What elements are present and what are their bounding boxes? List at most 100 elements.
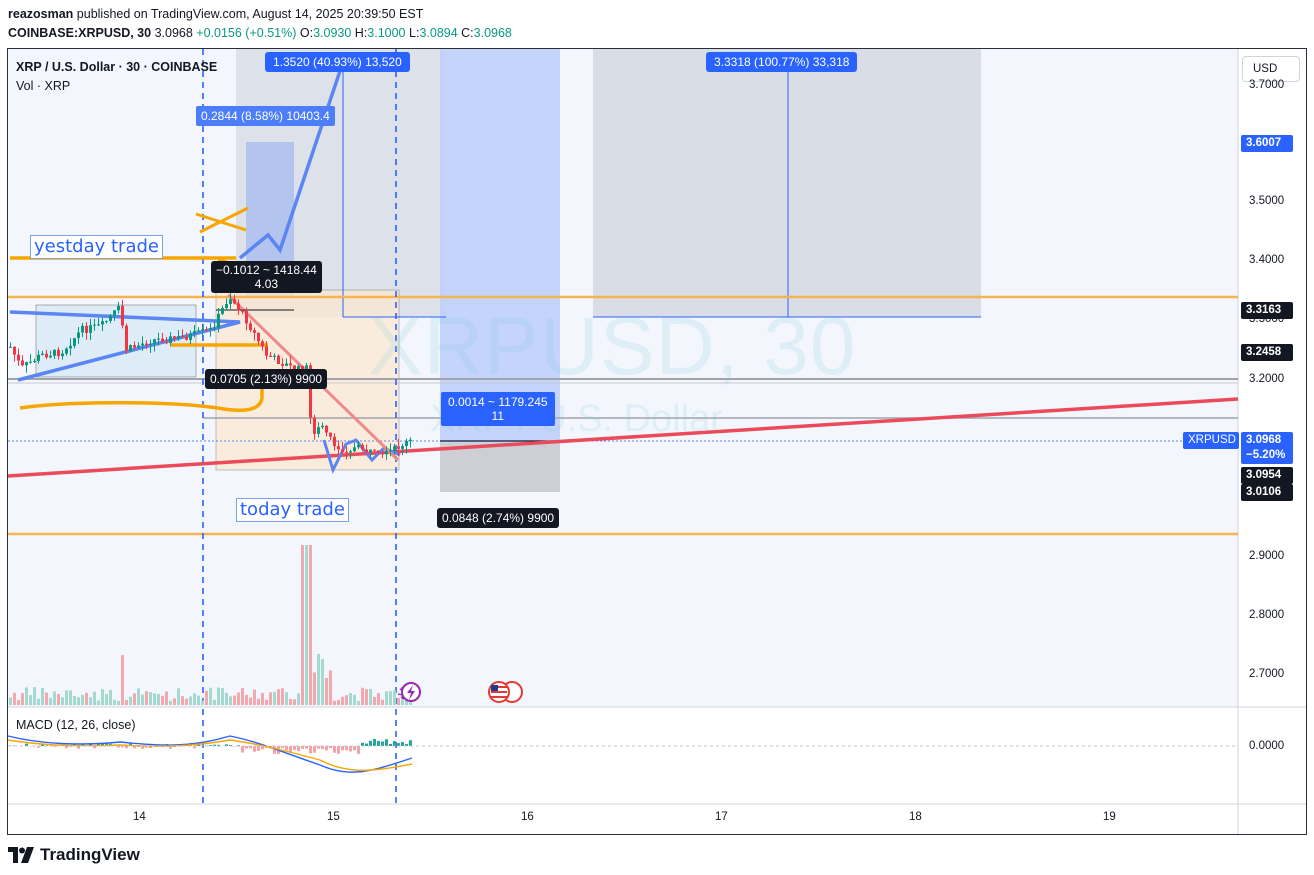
candle-body (289, 363, 292, 366)
price-axis-label: 3.2000 (1249, 373, 1285, 385)
candle-body (157, 338, 160, 340)
candle-body (217, 313, 220, 328)
candle-body (369, 449, 372, 453)
candle-body (113, 310, 116, 316)
volume-bar (289, 698, 292, 705)
candle-body (121, 305, 124, 326)
volume-bar (285, 692, 288, 705)
macd-histogram-bar (289, 746, 292, 753)
volume-bar (105, 694, 108, 705)
volume-bar (21, 693, 24, 705)
macd-histogram-bar (297, 746, 300, 752)
candle-body (385, 450, 388, 455)
author-name[interactable]: reazosman (8, 7, 74, 21)
price-axis-label: 3.7000 (1249, 79, 1285, 89)
volume-bar (197, 695, 200, 705)
candle-body (321, 425, 324, 428)
candle-body (257, 332, 260, 342)
annotation-yesterday-trade[interactable]: yestday trade (30, 235, 163, 259)
measure-label[interactable]: 0.0848 (2.74%) 9900 (437, 508, 560, 528)
macd-histogram-bar (353, 746, 356, 751)
volume-bar (305, 545, 308, 705)
candle-body (253, 330, 256, 333)
macd-histogram-bar (105, 743, 108, 746)
macd-histogram-bar (249, 746, 252, 749)
candle-body (101, 321, 104, 325)
volume-bar (121, 655, 124, 705)
volume-bar (389, 691, 392, 705)
low-label: L: (409, 26, 420, 40)
volume-series (9, 545, 412, 705)
volume-bar (261, 693, 264, 705)
macd-histogram-bar (345, 746, 348, 751)
volume-bar (281, 688, 284, 705)
candle-body (33, 360, 36, 362)
volume-bar (237, 692, 240, 705)
candle-body (309, 365, 312, 418)
projection-path (238, 61, 345, 260)
candle-body (65, 348, 68, 354)
candle-body (133, 345, 136, 348)
macd-histogram-bar (273, 746, 276, 754)
measure-label[interactable]: −0.1012 ~ 1418.44 4.03 (211, 261, 322, 293)
candle-body (205, 329, 208, 331)
tradingview-logo[interactable]: TradingView (8, 845, 140, 865)
volume-bar (241, 688, 244, 705)
candle-body (161, 338, 164, 343)
volume-bar (401, 696, 404, 705)
volume-bar (293, 699, 296, 705)
measure-label[interactable]: 0.2844 (8.58%) 10403.4 (196, 106, 335, 126)
candle-body (325, 425, 328, 433)
measure-label[interactable]: 1.3520 (40.93%) 13,520 (265, 52, 410, 72)
volume-bar (225, 692, 228, 705)
candle-body (193, 331, 196, 334)
macd-histogram-bar (285, 746, 288, 751)
measure-label[interactable]: 3.3318 (100.77%) 33,318 (706, 52, 858, 72)
macd-legend: MACD (12, 26, close) (16, 718, 136, 732)
macd-histogram-bar (217, 744, 220, 746)
time-axis-label: 18 (909, 811, 922, 823)
macd-histogram-bar (225, 744, 228, 746)
candle-body (77, 332, 80, 339)
candle-body (41, 353, 44, 355)
candle-body (165, 342, 168, 344)
candle-body (249, 323, 252, 331)
volume-bar (173, 698, 176, 705)
candle-body (285, 363, 288, 366)
candle-body (141, 343, 144, 346)
measure-label[interactable]: 0.0014 ~ 1179.245 11 (441, 392, 555, 426)
candle-body (377, 450, 380, 453)
candle-body (89, 325, 92, 333)
volume-bar (53, 691, 56, 705)
candle-body (173, 336, 176, 339)
range-box-4 (593, 49, 981, 317)
measure-line: 11 (491, 409, 504, 423)
volume-bar (329, 670, 332, 705)
open-label: O: (299, 26, 314, 40)
candle-body (137, 345, 140, 348)
volume-bar (277, 689, 280, 705)
volume-bar (365, 689, 368, 705)
candle-body (237, 303, 240, 311)
volume-bar (73, 695, 76, 705)
volume-bar (41, 688, 44, 705)
measure-label[interactable]: 0.0705 (2.13%) 9900 (205, 369, 328, 389)
volume-bar (185, 698, 188, 705)
annotation-today-trade[interactable]: today trade (236, 498, 349, 522)
candle-body (337, 446, 340, 450)
high-label: H: (354, 26, 368, 40)
candle-body (409, 439, 412, 441)
macd-histogram-bar (257, 746, 260, 751)
candle-body (181, 336, 184, 338)
volume-bar (49, 697, 52, 705)
volume-bar (137, 688, 140, 705)
currency-button[interactable]: USD (1242, 56, 1300, 82)
candle-body (233, 299, 236, 304)
candle-body (341, 449, 344, 452)
candle-body (125, 325, 128, 352)
macd-histogram-bar (397, 743, 400, 746)
orange-cross (195, 206, 249, 234)
macd-histogram-bar (53, 746, 56, 747)
price-axis-label: 2.7000 (1249, 668, 1285, 680)
